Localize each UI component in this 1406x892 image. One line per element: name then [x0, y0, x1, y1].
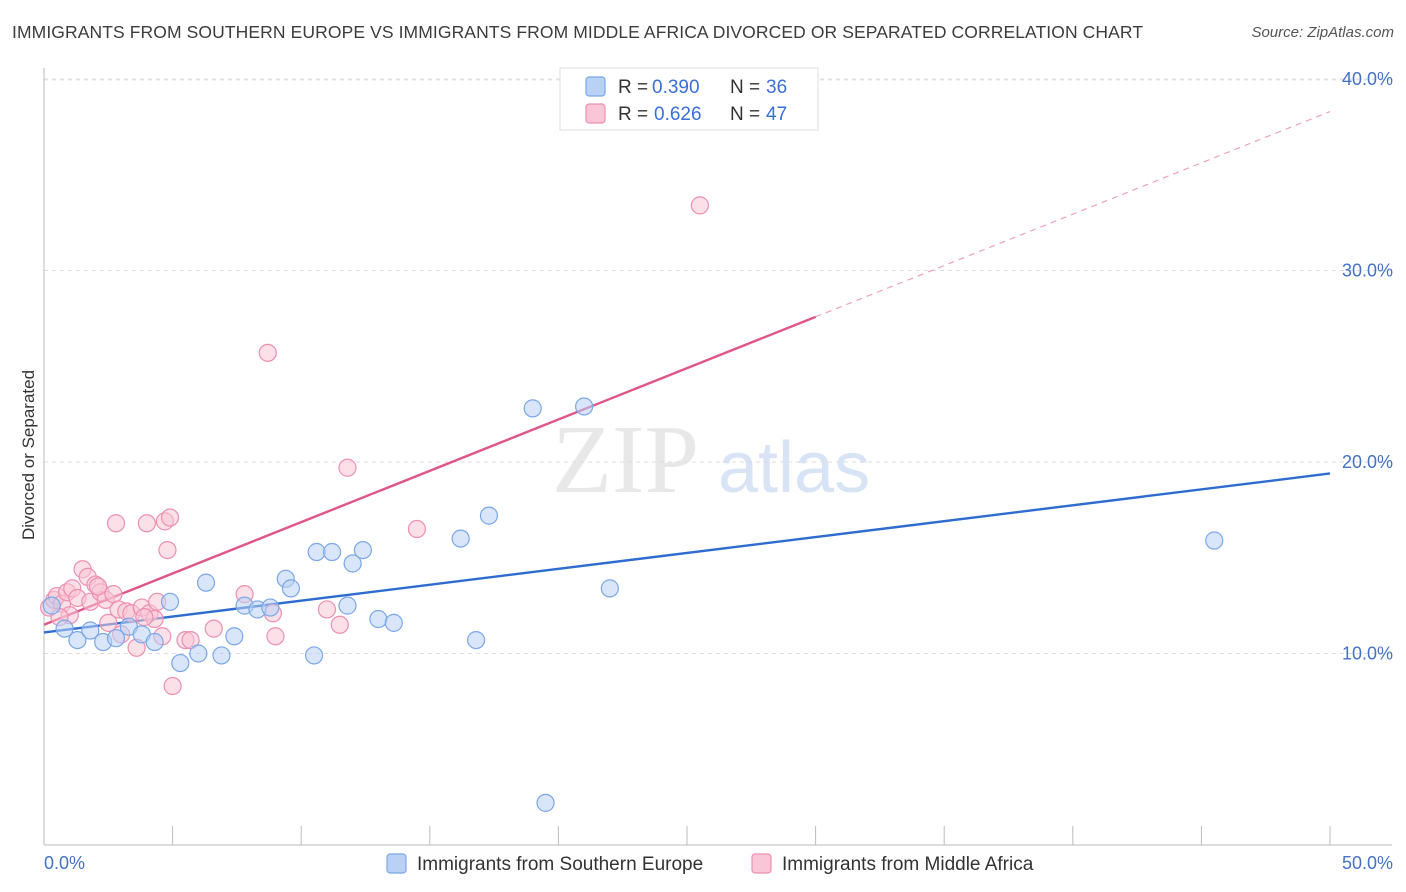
- point-series-2-23: [137, 514, 156, 533]
- correlation-legend: R = 0.390 N = 36 R = 0.626 N = 47: [559, 67, 819, 131]
- x-tick-max: 50.0%: [1342, 853, 1393, 873]
- point-series-1-11: [171, 653, 190, 673]
- point-series-2-47: [135, 608, 154, 627]
- watermark-atlas: atlas: [718, 428, 870, 508]
- svg-text:R =: R =: [618, 104, 648, 125]
- svg-text:N =: N =: [730, 77, 760, 98]
- x-tick-min: 0.0%: [44, 853, 85, 873]
- point-series-2-33: [181, 630, 200, 650]
- point-series-1-13: [196, 573, 216, 592]
- point-series-1-4: [81, 621, 100, 640]
- point-series-1-28: [384, 613, 403, 632]
- legend-n-middle-africa: 47: [766, 104, 787, 125]
- point-series-1-33: [536, 793, 555, 812]
- series-legend: Immigrants from Southern Europe Immigran…: [386, 853, 1034, 875]
- y-axis-label: Divorced or Separated: [19, 370, 38, 540]
- svg-text:R =: R =: [618, 77, 648, 98]
- point-series-1-14: [212, 646, 231, 665]
- legend-r-southern-europe: 0.390: [652, 77, 700, 98]
- watermark-zip: ZIP: [552, 406, 699, 514]
- point-series-1-29: [451, 529, 470, 548]
- point-series-1-2: [55, 619, 74, 638]
- y-tick-label-2: 20.0%: [1342, 452, 1393, 472]
- legend-r-middle-africa: 0.626: [654, 104, 702, 125]
- axes: [43, 68, 1392, 846]
- point-series-2-39: [317, 600, 337, 619]
- point-series-1-30: [466, 630, 486, 650]
- point-series-1-27: [369, 609, 388, 629]
- point-series-2-40: [330, 615, 349, 634]
- point-series-1-10: [160, 592, 180, 611]
- y-tick-label-4: 40.0%: [1342, 69, 1393, 89]
- point-series-2-30: [160, 508, 180, 527]
- point-series-1-34: [575, 397, 594, 416]
- bottom-legend-label-middle-africa: Immigrants from Middle Africa: [782, 854, 1034, 875]
- svg-text:N =: N =: [730, 104, 760, 125]
- point-series-1-1: [42, 596, 61, 615]
- point-series-1-12: [189, 644, 208, 663]
- point-series-2-15: [104, 585, 123, 604]
- point-series-2-41: [338, 458, 357, 477]
- legend-swatch-middle-africa: [585, 103, 606, 124]
- y-tick-label-1: 10.0%: [1342, 644, 1393, 664]
- point-series-1-25: [343, 554, 362, 573]
- y-tick-label-3: 30.0%: [1342, 261, 1393, 281]
- point-series-1-18: [261, 598, 280, 617]
- point-series-2-46: [88, 577, 108, 596]
- point-series-2-42: [407, 519, 427, 539]
- point-series-1-31: [479, 506, 499, 525]
- point-series-2-31: [163, 676, 182, 696]
- point-series-2-16: [106, 514, 126, 533]
- point-series-2-43: [690, 196, 709, 215]
- point-series-1-9: [145, 632, 164, 652]
- y-tick-labels: 10.0% 20.0% 30.0% 40.0%: [1342, 69, 1393, 664]
- source-label: Source: ZipAtlas.com: [1251, 24, 1394, 41]
- trend-lines: [43, 110, 1331, 634]
- trend-line-series-2: [43, 315, 817, 626]
- point-series-1-24: [338, 596, 357, 615]
- point-series-1-35: [600, 579, 619, 598]
- data-points: [40, 196, 1224, 812]
- point-series-2-34: [204, 619, 223, 638]
- point-series-1-26: [353, 540, 373, 560]
- bottom-legend-swatch-middle-africa: [751, 853, 772, 874]
- point-series-1-6: [106, 629, 126, 648]
- point-series-1-21: [304, 646, 324, 665]
- point-series-1-22: [307, 542, 326, 562]
- point-series-2-29: [158, 540, 177, 560]
- gridlines: [44, 78, 1392, 654]
- point-series-1-32: [523, 399, 542, 418]
- point-series-2-36: [258, 343, 277, 362]
- point-series-1-3: [68, 630, 87, 650]
- legend-swatch-southern-europe: [585, 76, 606, 97]
- point-series-2-14: [99, 613, 118, 632]
- bottom-legend-label-southern-europe: Immigrants from Southern Europe: [417, 854, 703, 875]
- legend-n-southern-europe: 36: [766, 77, 787, 98]
- point-series-1-15: [225, 627, 244, 646]
- trend-extension-series-2: [815, 110, 1331, 318]
- bottom-legend-swatch-southern-europe: [386, 853, 407, 874]
- point-series-1-20: [281, 579, 301, 598]
- chart-title: IMMIGRANTS FROM SOUTHERN EUROPE VS IMMIG…: [12, 22, 1144, 42]
- point-series-2-38: [266, 627, 285, 646]
- point-series-1-23: [322, 542, 342, 562]
- point-series-1-36: [1205, 531, 1224, 550]
